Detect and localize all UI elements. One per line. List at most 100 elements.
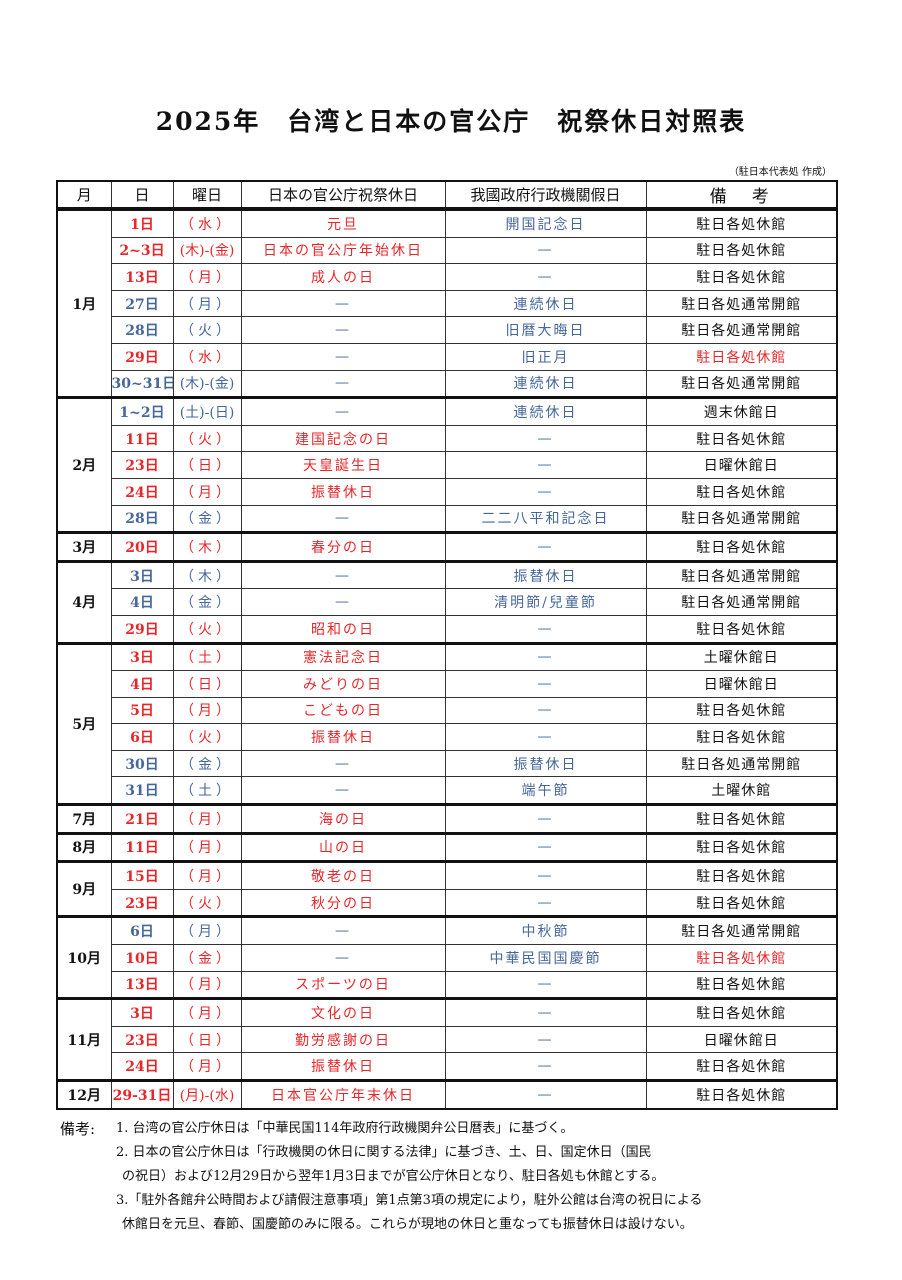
taiwan-holiday-cell: — bbox=[444, 477, 647, 506]
taiwan-holiday-cell: — bbox=[444, 997, 647, 1027]
table-row: 6日 （火） 振替休日 — 駐日各処休館 bbox=[57, 723, 838, 751]
taiwan-holiday-cell: — bbox=[444, 1025, 647, 1054]
japan-holiday-cell: 振替休日 bbox=[240, 1052, 446, 1081]
month-cell: 7月 bbox=[56, 803, 112, 834]
taiwan-holiday-cell: — bbox=[444, 696, 647, 725]
remarks-cell: 駐日各処休館 bbox=[645, 236, 838, 265]
taiwan-holiday-cell: — bbox=[444, 860, 647, 890]
remarks-cell: 駐日各処通常開館 bbox=[645, 289, 838, 318]
weekday-cell: （火） bbox=[172, 316, 242, 344]
header-month: 月 bbox=[56, 180, 112, 211]
japan-holiday-cell: — bbox=[240, 396, 446, 426]
table-row: 30日 （金） — 振替休日 駐日各処通常開館 bbox=[57, 749, 838, 778]
day-cell: 11日 bbox=[110, 424, 174, 453]
remarks-cell: 駐日各処休館 bbox=[645, 477, 838, 506]
day-cell: 1~2日 bbox=[110, 396, 174, 426]
taiwan-holiday-cell: 中秋節 bbox=[444, 915, 647, 946]
day-cell: 29日 bbox=[110, 342, 174, 371]
day-cell: 6日 bbox=[110, 723, 174, 751]
table-row: 1月 1日 （水） 元旦 開国記念日 駐日各処休館 bbox=[56, 208, 838, 399]
table-row: 29日 （火） 昭和の日 — 駐日各処休館 bbox=[57, 614, 838, 644]
table-row: 23日 （日） 勤労感謝の日 — 日曜休館日 bbox=[57, 1025, 838, 1054]
japan-holiday-cell: 憲法記念日 bbox=[240, 641, 446, 672]
taiwan-holiday-cell: — bbox=[444, 641, 647, 672]
weekday-cell: （日） bbox=[172, 1025, 242, 1054]
japan-holiday-cell: 勤労感謝の日 bbox=[240, 1025, 446, 1054]
weekday-cell: （火） bbox=[172, 888, 242, 918]
japan-holiday-cell: こどもの日 bbox=[240, 696, 446, 725]
table-row: 24日 （月） 振替休日 — 駐日各処休館 bbox=[57, 477, 838, 506]
table-row: 9月 15日 （月） 敬老の日 — 駐日各処休館 bbox=[56, 860, 838, 918]
day-cell: 3日 bbox=[110, 559, 174, 590]
taiwan-holiday-cell: — bbox=[444, 531, 647, 562]
header-day: 日 bbox=[110, 180, 174, 211]
japan-holiday-cell: — bbox=[240, 776, 446, 806]
taiwan-holiday-cell: 連続休日 bbox=[444, 396, 647, 426]
day-cell: 13日 bbox=[110, 970, 174, 1000]
day-cell: 28日 bbox=[110, 504, 174, 534]
day-cell: 27日 bbox=[110, 289, 174, 318]
month-cell: 3月 bbox=[56, 531, 112, 562]
weekday-cell: （水） bbox=[172, 342, 242, 371]
remarks-cell: 駐日各処休館 bbox=[645, 208, 838, 238]
day-cell: 23日 bbox=[110, 1025, 174, 1054]
header-japan-holiday: 日本の官公庁祝祭休日 bbox=[240, 180, 446, 211]
weekday-cell: （月） bbox=[172, 1052, 242, 1081]
japan-holiday-cell: — bbox=[240, 749, 446, 778]
table-row: 23日 （日） 天皇誕生日 — 日曜休館日 bbox=[57, 451, 838, 479]
day-cell: 24日 bbox=[110, 1052, 174, 1081]
table-row: 29日 （水） — 旧正月 駐日各処休館 bbox=[57, 342, 838, 371]
weekday-cell: （月） bbox=[172, 970, 242, 1000]
japan-holiday-cell: 秋分の日 bbox=[240, 888, 446, 918]
japan-holiday-cell: 文化の日 bbox=[240, 997, 446, 1027]
taiwan-holiday-cell: 清明節/兒童節 bbox=[444, 588, 647, 616]
taiwan-holiday-cell: 連続休日 bbox=[444, 289, 647, 318]
remarks-cell: 週末休館日 bbox=[645, 396, 838, 426]
remarks-cell: 駐日各処休館 bbox=[645, 831, 838, 863]
remarks-cell: 駐日各処休館 bbox=[645, 531, 838, 562]
remarks-cell: 日曜休館日 bbox=[645, 1025, 838, 1054]
japan-holiday-cell: 日本官公庁年末休日 bbox=[240, 1078, 446, 1110]
month-cell: 11月 bbox=[56, 997, 112, 1081]
weekday-cell: （日） bbox=[172, 670, 242, 698]
table-row: 10日 （金） — 中華民国国慶節 駐日各処休館 bbox=[57, 944, 838, 972]
table-row: 31日 （土） — 端午節 土曜休館 bbox=[57, 776, 838, 806]
remarks-cell: 駐日各処休館 bbox=[645, 803, 838, 834]
table-row: 2~3日 (木)-(金) 日本の官公庁年始休日 — 駐日各処休館 bbox=[57, 236, 838, 265]
table-row: 4月 3日 （木） — 振替休日 駐日各処通常開館 bbox=[56, 559, 838, 644]
weekday-cell: （水） bbox=[172, 208, 242, 238]
taiwan-holiday-cell: — bbox=[444, 723, 647, 751]
table-row: 5月 3日 （土） 憲法記念日 — 土曜休館日 bbox=[56, 641, 838, 806]
weekday-cell: （金） bbox=[172, 588, 242, 616]
header-remarks: 備 考 bbox=[645, 180, 838, 211]
japan-holiday-cell: — bbox=[240, 289, 446, 318]
japan-holiday-cell: — bbox=[240, 559, 446, 590]
remarks-cell: 駐日各処通常開館 bbox=[645, 316, 838, 344]
weekday-cell: （土） bbox=[172, 641, 242, 672]
taiwan-holiday-cell: — bbox=[444, 424, 647, 453]
remarks-cell: 駐日各処休館 bbox=[645, 1052, 838, 1081]
remarks-cell: 駐日各処休館 bbox=[645, 696, 838, 725]
japan-holiday-cell: 春分の日 bbox=[240, 531, 446, 562]
remarks-cell: 駐日各処休館 bbox=[645, 970, 838, 1000]
taiwan-holiday-cell: 旧暦大晦日 bbox=[444, 316, 647, 344]
taiwan-holiday-cell: 連続休日 bbox=[444, 369, 647, 399]
remarks-cell: 駐日各処休館 bbox=[645, 614, 838, 644]
table-row: 8月 11日 （月） 山の日 — 駐日各処休館 bbox=[56, 831, 838, 863]
remarks-cell: 駐日各処休館 bbox=[645, 723, 838, 751]
table-row: 30~31日 (木)-(金) — 連続休日 駐日各処通常開館 bbox=[57, 369, 838, 399]
day-cell: 2~3日 bbox=[110, 236, 174, 265]
month-cell: 9月 bbox=[56, 860, 112, 918]
day-cell: 30~31日 bbox=[110, 369, 174, 399]
note-3-cont: 休館日を元旦、春節、国慶節のみに限る。これらが現地の休日と重なっても振替休日は設… bbox=[122, 1217, 693, 1232]
weekday-cell: (土)-(日) bbox=[172, 396, 242, 426]
taiwan-holiday-cell: — bbox=[444, 1052, 647, 1081]
taiwan-holiday-cell: 端午節 bbox=[444, 776, 647, 806]
day-cell: 20日 bbox=[110, 531, 174, 562]
weekday-cell: （火） bbox=[172, 614, 242, 644]
weekday-cell: （月） bbox=[172, 860, 242, 890]
weekday-cell: (木)-(金) bbox=[172, 369, 242, 399]
day-cell: 3日 bbox=[110, 997, 174, 1027]
japan-holiday-cell: 振替休日 bbox=[240, 477, 446, 506]
table-row: 2月 1~2日 (土)-(日) — 連続休日 週末休館日 bbox=[56, 396, 838, 534]
